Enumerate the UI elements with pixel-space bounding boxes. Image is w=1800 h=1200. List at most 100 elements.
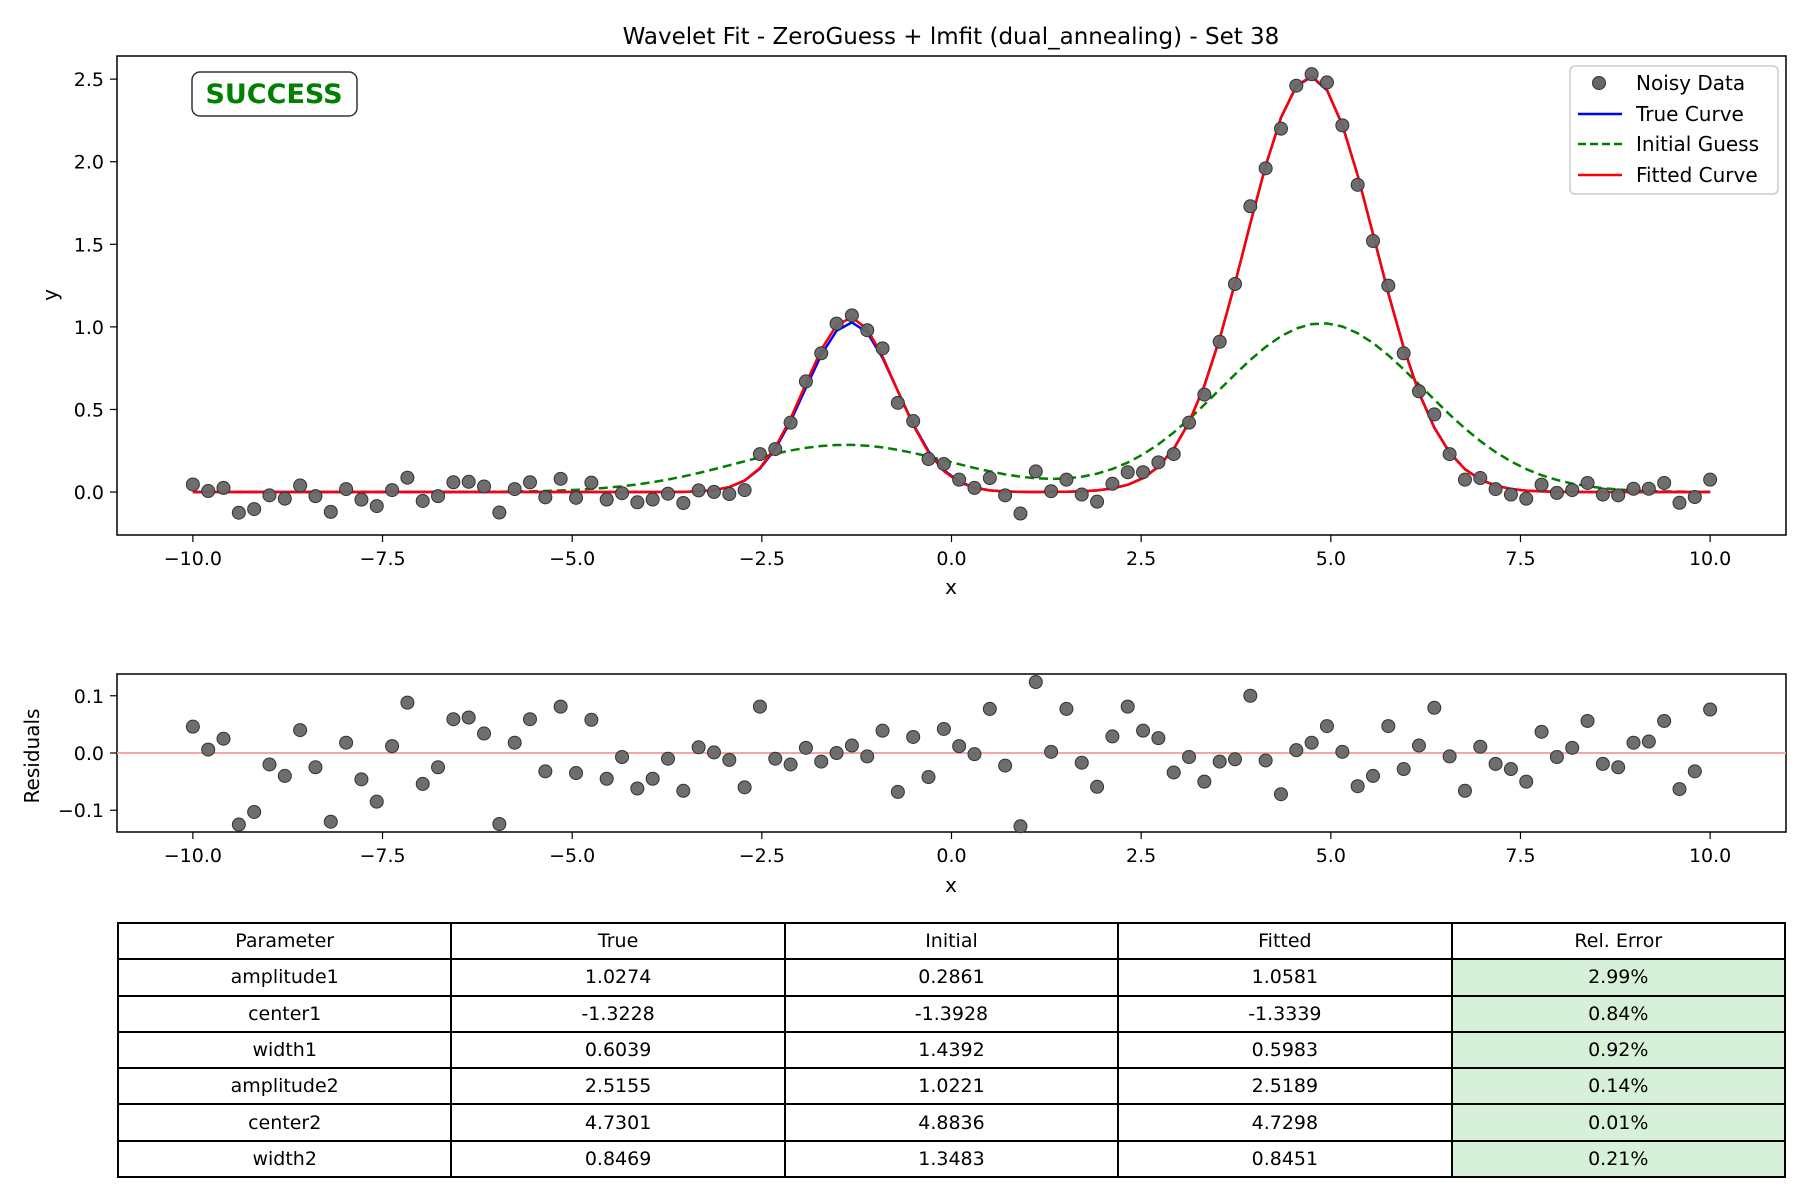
residual-point	[645, 771, 660, 786]
noisy-data-point	[1442, 447, 1457, 462]
residual-point	[615, 750, 630, 765]
table-cell: 4.8836	[783, 1103, 1120, 1142]
residual-point	[584, 712, 599, 727]
table-row: center2 4.7301 4.8836 4.7298 0.01%	[116, 1103, 1787, 1142]
residual-point	[630, 781, 645, 796]
main-points	[185, 67, 1718, 521]
noisy-data-point	[1657, 475, 1672, 490]
noisy-data-point	[599, 492, 614, 507]
noisy-data-point	[1411, 384, 1426, 399]
noisy-data-point	[1396, 346, 1411, 361]
noisy-data-point	[706, 484, 721, 499]
noisy-data-point	[921, 452, 936, 467]
noisy-data-point	[523, 475, 537, 490]
main-x-tick-label: 7.5	[1505, 548, 1535, 570]
table-cell: center1	[116, 994, 453, 1033]
noisy-data-point	[1151, 455, 1166, 470]
table-header-cell: Fitted	[1117, 921, 1453, 961]
noisy-data-point	[1488, 482, 1503, 497]
noisy-data-point	[1687, 490, 1702, 505]
noisy-data-point	[829, 316, 844, 331]
noisy-data-point	[676, 495, 691, 510]
rel-error-cell: 0.01%	[1450, 1103, 1787, 1142]
main-x-ticks: −10.0 −7.5 −5.0 −2.5 0.0 2.5 5.0 7.5 10.0	[164, 535, 1731, 570]
main-x-tick-label: 2.5	[1126, 548, 1156, 570]
residual-point	[768, 751, 783, 766]
residual-point	[752, 699, 767, 714]
residual-point	[967, 747, 982, 762]
noisy-data-point	[967, 480, 982, 495]
residual-point	[1273, 787, 1288, 802]
rel-error-cell: 0.84%	[1450, 994, 1787, 1033]
main-y-tick-label: 1.5	[74, 234, 104, 256]
table-header-cell: True	[450, 921, 786, 961]
residual-point	[1595, 756, 1610, 771]
noisy-data-point	[201, 484, 216, 499]
rel-error-cell: 0.92%	[1450, 1030, 1787, 1070]
noisy-data-point	[722, 487, 737, 502]
noisy-data-point	[1090, 494, 1105, 509]
table-cell: 1.4392	[783, 1030, 1120, 1070]
noisy-data-point	[507, 482, 522, 497]
residual-point	[553, 699, 568, 714]
residual-point	[1457, 783, 1472, 798]
noisy-data-point	[262, 488, 277, 503]
residual-point	[538, 764, 553, 779]
noisy-data-point	[1013, 506, 1028, 521]
residual-point	[339, 735, 354, 750]
residual-point	[201, 742, 216, 757]
table-header-cell: Parameter	[116, 921, 453, 961]
residual-point	[323, 814, 338, 829]
residual-x-tick-label: 7.5	[1505, 845, 1535, 867]
residual-point	[1028, 675, 1043, 690]
residual-point	[1549, 750, 1564, 765]
residual-point	[1641, 734, 1656, 749]
table-cell: -1.3339	[1117, 994, 1453, 1033]
legend: Noisy Data True Curve Initial Guess Fitt…	[1569, 65, 1779, 195]
noisy-data-point	[477, 479, 492, 494]
residual-point	[1488, 756, 1503, 771]
table-cell: center2	[116, 1103, 453, 1142]
residual-x-ticks: −10.0 −7.5 −5.0 −2.5 0.0 2.5 5.0 7.5 10.0	[164, 832, 1731, 867]
noisy-data-point	[998, 488, 1013, 503]
residual-x-tick-label: −2.5	[739, 845, 785, 867]
noisy-data-point	[875, 341, 890, 356]
residual-point	[860, 749, 875, 764]
main-plot-frame	[116, 55, 1787, 536]
noisy-data-point	[783, 415, 798, 430]
residual-point	[952, 739, 967, 754]
noisy-data-point	[1335, 118, 1350, 133]
noisy-data-point	[1059, 472, 1074, 487]
residual-point	[1044, 744, 1059, 759]
noisy-data-point	[247, 502, 262, 517]
main-x-tick-label: −5.0	[549, 548, 595, 570]
noisy-data-point	[293, 478, 308, 493]
noisy-data-point	[737, 483, 752, 498]
success-badge: SUCCESS	[191, 71, 358, 117]
noisy-data-point	[1304, 67, 1319, 82]
main-x-tick-label: −2.5	[739, 548, 785, 570]
parameter-table: Parameter True Initial Fitted Rel. Error ampl…	[116, 921, 1787, 1179]
noisy-data-point	[1473, 471, 1488, 486]
table-row: amplitude2 2.5155 1.0221 2.5189 0.14%	[116, 1067, 1787, 1106]
noisy-data-point	[1366, 233, 1380, 248]
noisy-data-point	[308, 489, 323, 504]
table-row: center1 -1.3228 -1.3928 -1.3339 0.84%	[116, 994, 1787, 1033]
noisy-data-point	[1197, 387, 1212, 402]
residual-point	[523, 712, 537, 727]
table-cell: amplitude1	[116, 958, 453, 997]
noisy-data-point	[1626, 481, 1641, 496]
noisy-data-point	[814, 346, 829, 361]
noisy-data-point	[385, 483, 400, 498]
residual-point	[431, 760, 446, 775]
noisy-data-point	[1212, 334, 1227, 349]
legend-label-noisy-data: Noisy Data	[1636, 71, 1745, 95]
noisy-data-point	[768, 442, 783, 457]
noisy-data-point	[277, 491, 292, 506]
initial-guess-line	[192, 322, 1711, 494]
residual-point	[722, 752, 737, 767]
residual-point	[1473, 739, 1488, 754]
table-row: width2 0.8469 1.3483 0.8451 0.21%	[116, 1139, 1787, 1179]
residual-point	[216, 731, 231, 746]
noisy-data-point	[1350, 177, 1365, 192]
